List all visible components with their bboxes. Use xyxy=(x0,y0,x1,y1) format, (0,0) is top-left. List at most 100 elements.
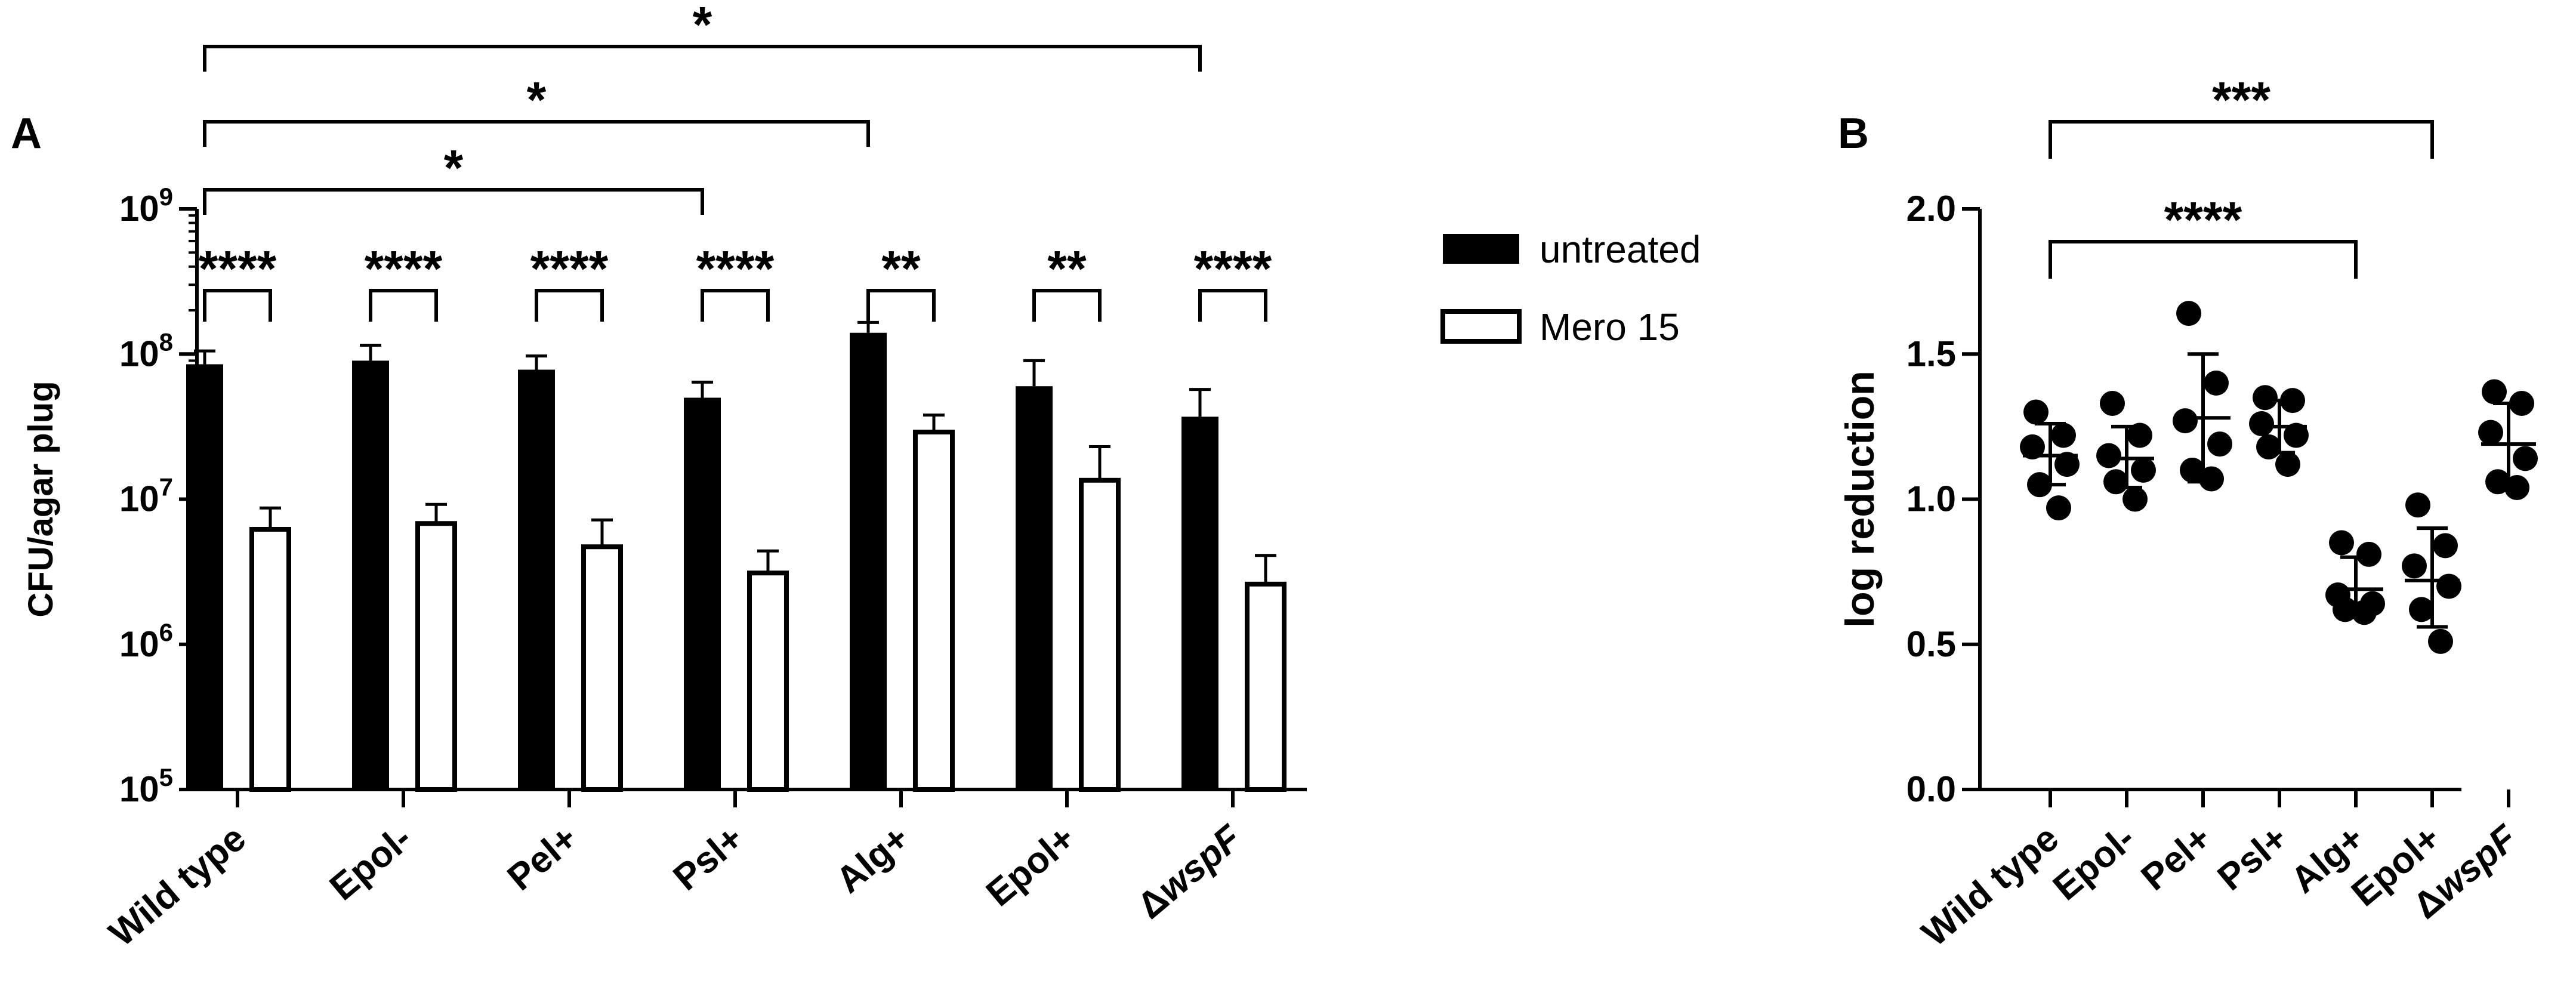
panel-b-data-point xyxy=(2433,533,2458,559)
panel-a-category-label-text: Psl+ xyxy=(666,818,751,899)
panel-a-bar-mero15 xyxy=(913,430,955,792)
panel-a-category-label-2: Pel+ xyxy=(500,818,585,899)
panel-a-y-tick-label: 109 xyxy=(119,183,173,229)
panel-a-category-label-text: Epol+ xyxy=(979,818,1083,914)
panel-a-category-label-text: Alg+ xyxy=(828,818,917,901)
panel-b-between-sig-label: *** xyxy=(2212,72,2270,128)
panel-a-y-tick-label: 105 xyxy=(119,763,173,809)
panel-b-data-point xyxy=(2131,457,2156,483)
panel-a-category-label-0: Wild type xyxy=(101,818,254,955)
panel-b-category-label-3: Psl+ xyxy=(2210,818,2296,899)
panel-a-legend-label: Mero 15 xyxy=(1540,306,1680,348)
panel-b-data-point xyxy=(2256,434,2281,459)
panel-b-data-point xyxy=(2329,530,2354,556)
panel-a-within-sig-line xyxy=(535,289,604,322)
panel-a-y-tick-label: 106 xyxy=(119,618,173,664)
panel-b-data-point xyxy=(2122,486,2148,512)
panel-b-data-point xyxy=(2249,411,2274,437)
panel-a-within-sig-line xyxy=(203,289,272,322)
panel-a-category-label-6: ΔwspF xyxy=(1130,817,1250,927)
panel-b-data-point xyxy=(2176,301,2201,326)
panel-a-y-tick-exp: 8 xyxy=(159,328,173,356)
panel-b-y-axis-title: log reduction xyxy=(1837,371,1883,628)
panel-b-data-point xyxy=(2352,600,2377,625)
panel-a-y-tick-base: 10 xyxy=(119,479,159,519)
panel-a-within-sig-label: ** xyxy=(881,240,921,297)
panel-b-category-label-2: Pel+ xyxy=(2134,818,2219,899)
panel-a-bar-mero15 xyxy=(249,527,291,792)
panel-a-y-tick-base: 10 xyxy=(119,334,159,374)
panel-b-category-label-0: Wild type xyxy=(1914,818,2066,955)
panel-a-category-label-1: Epol- xyxy=(322,818,419,908)
panel-a-y-tick-label: 108 xyxy=(119,328,173,374)
panel-b-data-point xyxy=(2100,390,2125,416)
panel-b-data-point xyxy=(2204,370,2229,396)
panel-a-between-sig-line xyxy=(203,120,870,147)
panel-a-y-tick-exp: 5 xyxy=(159,763,173,791)
panel-a-y-tick-label: 107 xyxy=(119,473,173,519)
panel-b-data-point xyxy=(2284,422,2309,448)
panel-b-data-point xyxy=(2478,420,2503,445)
panel-a-bars xyxy=(186,320,1287,807)
panel-a-bar-mero15 xyxy=(1079,477,1121,792)
panel-b-y-tick-label: 1.0 xyxy=(1906,479,1956,519)
panel-a-legend-label: untreated xyxy=(1540,228,1701,271)
panel-b-category-label-italic: wspF xyxy=(2426,817,2525,910)
panel-a-within-sig-label: **** xyxy=(530,240,609,297)
panel-b-data-point xyxy=(2199,466,2224,492)
panel-a-y-tick-exp: 6 xyxy=(159,618,173,646)
panel-a-bar-untreated xyxy=(1016,386,1053,789)
panel-a-within-sig-line xyxy=(1198,289,1267,322)
panel-a-category-label-text: Pel+ xyxy=(500,818,585,899)
panel-a-legend: untreated Mero 15 xyxy=(1440,228,1701,348)
panel-b-data-point xyxy=(2096,443,2121,468)
panel-a-bar-untreated xyxy=(684,397,721,789)
panel-a-category-label-text: Wild type xyxy=(101,818,254,955)
panel-a-within-sig-label: ** xyxy=(1047,240,1087,297)
panel-a-bar-mero15 xyxy=(747,570,789,792)
panel-b-category-label-text: Psl+ xyxy=(2210,818,2296,899)
panel-b-category-label-text: Wild type xyxy=(1914,818,2066,955)
panel-a-y-tick-exp: 9 xyxy=(159,183,173,211)
panel-b-data-point xyxy=(2020,434,2045,459)
panel-a-within-sig-label: **** xyxy=(1194,240,1272,297)
panel-a-bar-mero15 xyxy=(415,521,457,792)
panel-a-within-sig-label: **** xyxy=(696,240,775,297)
panel-b-data-point xyxy=(2436,573,2461,599)
panel-a-between-sig-label: * xyxy=(693,0,712,53)
panel-a-within-sig-line xyxy=(1032,289,1102,322)
panel-b-data-point xyxy=(2180,457,2205,483)
panel-a-y-tick-base: 10 xyxy=(119,624,159,664)
panel-b-data-point xyxy=(2127,422,2152,448)
panel-a-category-labels: Wild type Epol- Pel+ Psl+ Alg+ Epol+ ΔwspF xyxy=(101,817,1250,955)
panel-b-data-point xyxy=(2405,492,2430,518)
panel-b-category-label-text: Pel+ xyxy=(2134,818,2219,899)
panel-a-bar-mero15 xyxy=(581,544,623,792)
panel-a-category-label-italic: wspF xyxy=(1150,817,1250,910)
panel-a-within-sig-line xyxy=(866,289,936,322)
panel-b-between-sig-line xyxy=(2049,120,2434,159)
panel-a-y-axis-title: CFU/agar plug xyxy=(21,381,60,617)
panel-a-category-label-3: Psl+ xyxy=(666,818,751,899)
panel-a-significance: **** **** **** **** ** ** ******* xyxy=(199,0,1272,322)
panel-a-within-sig-line xyxy=(369,289,438,322)
panel-a-within-sig-label: **** xyxy=(199,240,277,297)
panel-a-y-tick-base: 10 xyxy=(119,769,159,809)
panel-b-points xyxy=(2020,301,2538,807)
panel-a-y-tick-base: 10 xyxy=(119,189,159,229)
panel-a-letter: A xyxy=(11,110,42,158)
panel-a-category-label-text: Epol- xyxy=(322,818,419,908)
panel-a-y-tick-exp: 7 xyxy=(159,473,173,501)
panel-b-data-point xyxy=(2409,597,2434,622)
panel-b-data-point xyxy=(2207,431,2232,457)
panel-a-between-sig-line xyxy=(203,188,704,215)
panel-a-bar-mero15 xyxy=(1245,581,1287,792)
panel-b-y-tick-label: 2.0 xyxy=(1906,189,1956,229)
panel-b-data-point xyxy=(2275,452,2300,477)
panel-b-data-point xyxy=(2253,385,2278,411)
panel-b-data-point xyxy=(2356,541,2381,567)
panel-b-data-point xyxy=(2504,475,2529,501)
panel-a-bar-untreated xyxy=(850,332,887,789)
